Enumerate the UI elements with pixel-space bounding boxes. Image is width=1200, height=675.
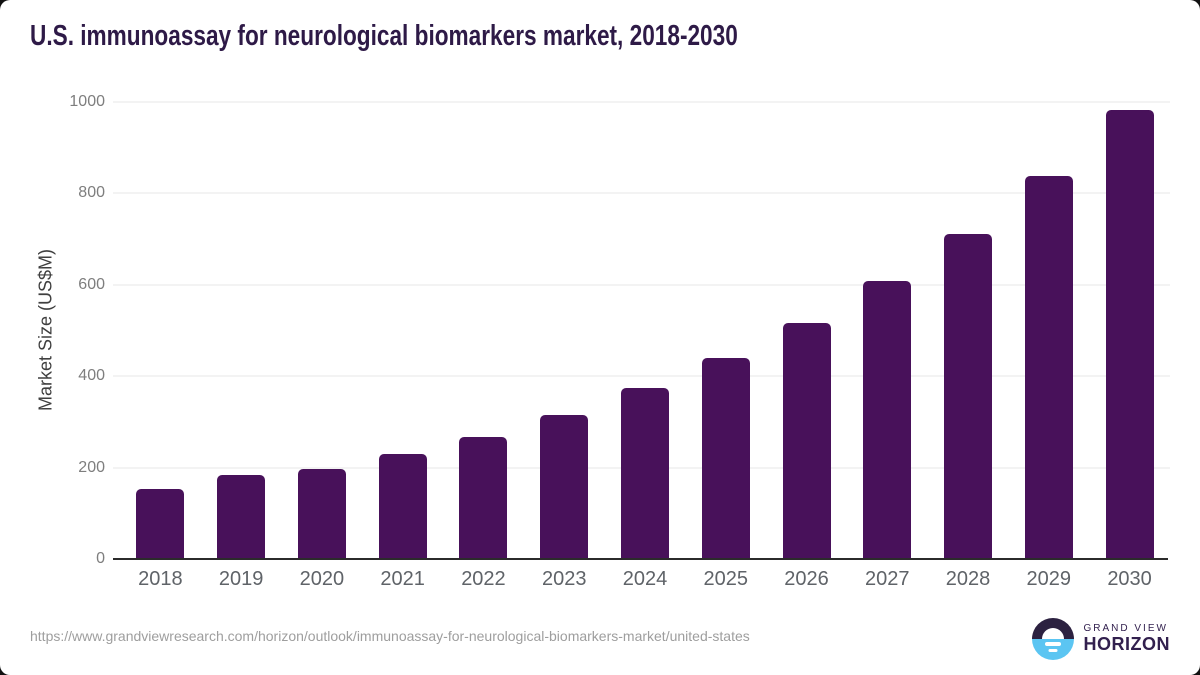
bar-2020[interactable] — [297, 469, 346, 559]
source-url: https://www.grandviewresearch.com/horizo… — [30, 628, 750, 644]
bar-2023[interactable] — [540, 414, 589, 559]
bar-slot-2030 — [1089, 102, 1170, 559]
bar-slot-2018 — [120, 102, 201, 559]
logo-grand-view-text: GRAND VIEW — [1083, 622, 1168, 634]
bar-2024[interactable] — [620, 388, 669, 559]
horizon-sun-icon — [1031, 618, 1074, 660]
bar-slot-2029 — [1008, 102, 1089, 559]
x-tick-label-2018: 2018 — [138, 568, 183, 590]
logo-reflection-bar — [1044, 642, 1061, 646]
bar-2022[interactable] — [459, 436, 508, 559]
y-tick-label-400: 400 — [78, 367, 105, 385]
bar-2030[interactable] — [1105, 110, 1154, 559]
y-tick-label-800: 800 — [78, 184, 105, 202]
logo-wordmark: GRAND VIEW HORIZON — [1084, 623, 1171, 655]
gridline-1000 — [113, 101, 1170, 103]
x-tick-label-2022: 2022 — [461, 568, 506, 590]
bar-2026[interactable] — [782, 322, 831, 559]
x-tick-label-2026: 2026 — [784, 568, 829, 590]
bar-slot-2023 — [524, 102, 605, 559]
x-tick-label-2023: 2023 — [541, 568, 587, 590]
x-axis-line — [113, 558, 1168, 560]
gridline-400 — [113, 375, 1170, 377]
bar-2018[interactable] — [136, 489, 185, 559]
bar-slot-2026 — [766, 102, 847, 559]
bar-2027[interactable] — [863, 281, 912, 559]
x-tick-label-2027: 2027 — [865, 568, 910, 590]
bar-2025[interactable] — [701, 358, 750, 559]
bar-slot-2024 — [605, 102, 686, 559]
y-tick-label-1000: 1000 — [69, 93, 105, 110]
bar-slot-2021 — [362, 102, 443, 559]
y-axis-tick-labels: 0 200 400 600 800 1000 — [0, 93, 105, 567]
logo-sun-dome — [1041, 628, 1064, 639]
x-tick-label-2020: 2020 — [299, 568, 345, 590]
bar-slot-2020 — [282, 102, 363, 559]
bar-2029[interactable] — [1024, 176, 1073, 559]
bar-2028[interactable] — [944, 233, 993, 559]
x-tick-label-2028: 2028 — [945, 568, 991, 590]
bar-slot-2025 — [685, 102, 766, 559]
bar-slot-2022 — [443, 102, 524, 559]
x-tick-label-2029: 2029 — [1026, 568, 1072, 590]
x-tick-label-2030: 2030 — [1107, 568, 1152, 590]
x-tick-label-2024: 2024 — [622, 568, 668, 590]
plot-area — [113, 101, 1170, 559]
logo-reflection-bar — [1048, 648, 1057, 652]
bar-slot-2028 — [928, 102, 1009, 559]
grand-view-horizon-logo: GRAND VIEW HORIZON — [1031, 618, 1171, 660]
y-tick-label-600: 600 — [78, 275, 105, 293]
x-tick-label-2019: 2019 — [218, 568, 264, 590]
bar-series — [120, 102, 1170, 559]
bar-2021[interactable] — [378, 454, 427, 559]
x-axis-labels: 2018 2019 2020 2021 2022 2023 2024 2025 2026 2027… — [120, 568, 1170, 591]
x-tick-label-2021: 2021 — [380, 568, 425, 590]
logo-horizon-text: HORIZON — [1083, 634, 1170, 655]
bar-slot-2019 — [201, 102, 282, 559]
gridline-600 — [113, 284, 1170, 286]
y-tick-label-200: 200 — [78, 458, 105, 476]
chart-title: U.S. immunoassay for neurological biomar… — [30, 20, 738, 52]
bar-2019[interactable] — [217, 475, 266, 559]
gridline-800 — [113, 192, 1170, 194]
x-tick-label-2025: 2025 — [703, 568, 748, 590]
bar-slot-2027 — [847, 102, 928, 559]
y-tick-label-0: 0 — [96, 550, 105, 567]
